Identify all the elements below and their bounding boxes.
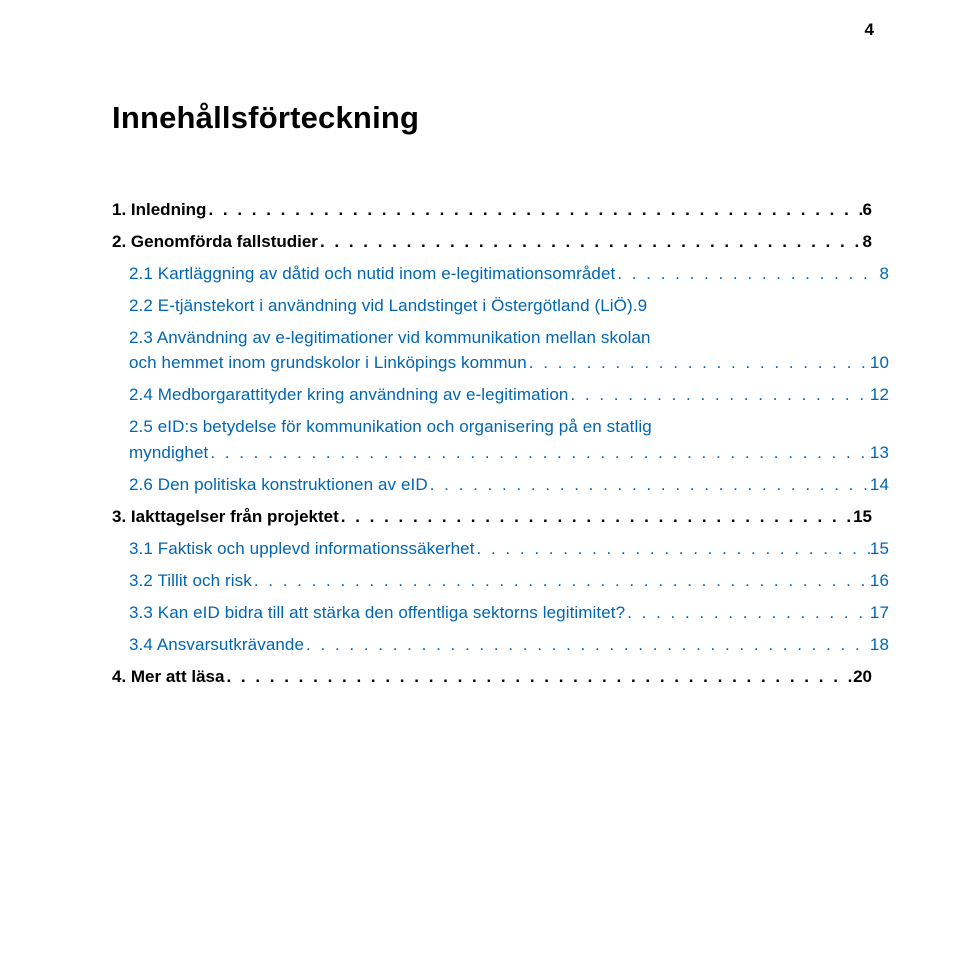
toc-label: 3.3 Kan eID bidra till att stärka den of… — [129, 599, 625, 627]
toc-leader-dots: . . . . . . . . . . . . . . . . . . . . … — [527, 349, 870, 377]
toc-entry: 3.2 Tillit och risk. . . . . . . . . . .… — [112, 567, 889, 595]
toc-leader-dots: . . . . . . . . . . . . . . . . . . . . … — [318, 228, 863, 256]
document-page: 4 Innehållsförteckning 1. Inledning. . .… — [0, 0, 960, 960]
toc-label: myndighet — [129, 439, 208, 467]
table-of-contents: 1. Inledning. . . . . . . . . . . . . . … — [112, 196, 872, 691]
toc-label: 2.1 Kartläggning av dåtid och nutid inom… — [129, 260, 615, 288]
toc-label: 1. Inledning — [112, 196, 206, 224]
toc-label: 3. Iakttagelser från projektet — [112, 503, 339, 531]
toc-page: 12 — [870, 381, 889, 409]
toc-entry: 2.3 Användning av e-legitimationer vid k… — [112, 324, 872, 351]
toc-entry: 2.6 Den politiska konstruktionen av eID.… — [112, 471, 889, 499]
toc-label: och hemmet inom grundskolor i Linköpings… — [129, 349, 527, 377]
toc-page: 17 — [870, 599, 889, 627]
toc-label: 3.2 Tillit och risk — [129, 567, 252, 595]
toc-leader-dots: . . . . . . . . . . . . . . . . . . . . … — [224, 663, 853, 691]
toc-leader-dots: . . . . . . . . . . . . . . . . . . . . … — [208, 439, 870, 467]
toc-entry: 1. Inledning. . . . . . . . . . . . . . … — [112, 196, 872, 224]
toc-label: 2.4 Medborgarattityder kring användning … — [129, 381, 568, 409]
toc-page: 6 — [863, 196, 872, 224]
toc-entry: 2.5 eID:s betydelse för kommunikation oc… — [112, 413, 872, 440]
toc-page: 8 — [863, 228, 872, 256]
toc-page: 15 — [853, 503, 872, 531]
toc-label: 3.1 Faktisk och upplevd informationssäke… — [129, 535, 475, 563]
toc-leader-dots: . . . . . . . . . . . . . . . . . . . . … — [304, 631, 870, 659]
toc-page: 10 — [870, 349, 889, 377]
page-title: Innehållsförteckning — [112, 100, 872, 136]
toc-entry: 2.4 Medborgarattityder kring användning … — [112, 381, 889, 409]
toc-leader-dots: . . . . . . . . . . . . . . . . . . . . … — [625, 599, 870, 627]
toc-entry: 3.4 Ansvarsutkrävande. . . . . . . . . .… — [112, 631, 889, 659]
toc-entry: 2.1 Kartläggning av dåtid och nutid inom… — [112, 260, 889, 288]
toc-entry: myndighet. . . . . . . . . . . . . . . .… — [112, 439, 889, 467]
toc-leader-dots: . . . . . . . . . . . . . . . . . . . . … — [568, 381, 869, 409]
toc-page: 13 — [870, 439, 889, 467]
toc-entry: 2. Genomförda fallstudier. . . . . . . .… — [112, 228, 872, 256]
toc-page: 20 — [853, 663, 872, 691]
toc-page: 15 — [870, 535, 889, 563]
toc-page: 9 — [638, 292, 648, 320]
toc-label: 2.6 Den politiska konstruktionen av eID — [129, 471, 428, 499]
toc-leader-dots: . . . . . . . . . . . . . . . . . . . . … — [252, 567, 870, 595]
toc-label: 3.4 Ansvarsutkrävande — [129, 631, 304, 659]
page-number: 4 — [865, 20, 874, 40]
toc-entry: och hemmet inom grundskolor i Linköpings… — [112, 349, 889, 377]
toc-page: 18 — [870, 631, 889, 659]
toc-page: 8 — [879, 260, 889, 288]
toc-label: 2.2 E-tjänstekort i användning vid Lands… — [129, 292, 638, 320]
toc-entry: 2.2 E-tjänstekort i användning vid Lands… — [112, 292, 889, 320]
toc-leader-dots: . . . . . . . . . . . . . . . . . . . . … — [615, 260, 879, 288]
toc-page: 14 — [870, 471, 889, 499]
toc-leader-dots: . . . . . . . . . . . . . . . . . . . . … — [475, 535, 870, 563]
toc-page: 16 — [870, 567, 889, 595]
toc-leader-dots: . . . . . . . . . . . . . . . . . . . . … — [428, 471, 870, 499]
toc-leader-dots: . . . . . . . . . . . . . . . . . . . . … — [206, 196, 862, 224]
toc-entry: 3.3 Kan eID bidra till att stärka den of… — [112, 599, 889, 627]
toc-entry: 3.1 Faktisk och upplevd informationssäke… — [112, 535, 889, 563]
toc-leader-dots: . . . . . . . . . . . . . . . . . . . . … — [339, 503, 853, 531]
toc-entry: 3. Iakttagelser från projektet. . . . . … — [112, 503, 872, 531]
toc-label: 4. Mer att läsa — [112, 663, 224, 691]
toc-entry: 4. Mer att läsa. . . . . . . . . . . . .… — [112, 663, 872, 691]
toc-label: 2. Genomförda fallstudier — [112, 228, 318, 256]
